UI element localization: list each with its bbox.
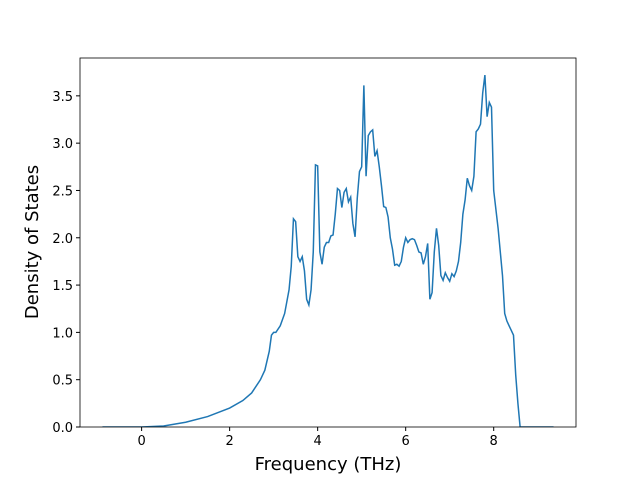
x-tick-label: 4 xyxy=(314,434,322,449)
x-tick-label: 6 xyxy=(402,434,410,449)
x-axis-label: Frequency (THz) xyxy=(255,454,402,475)
y-tick-label: 3.5 xyxy=(52,90,73,105)
y-tick-label: 1.5 xyxy=(52,279,73,294)
x-tick-label: 0 xyxy=(137,434,145,449)
y-tick-label: 2.5 xyxy=(52,184,73,199)
y-tick-label: 0.5 xyxy=(52,374,73,389)
y-tick-label: 1.0 xyxy=(52,326,73,341)
plot-frame xyxy=(79,57,577,428)
x-tick-label: 2 xyxy=(225,434,233,449)
y-tick-label: 0.0 xyxy=(52,421,73,436)
x-tick-label: 8 xyxy=(490,434,498,449)
y-tick-label: 2.0 xyxy=(52,232,73,247)
y-tick-label: 3.0 xyxy=(52,137,73,152)
line-series xyxy=(102,74,554,427)
y-axis-label: Density of States xyxy=(22,165,43,319)
